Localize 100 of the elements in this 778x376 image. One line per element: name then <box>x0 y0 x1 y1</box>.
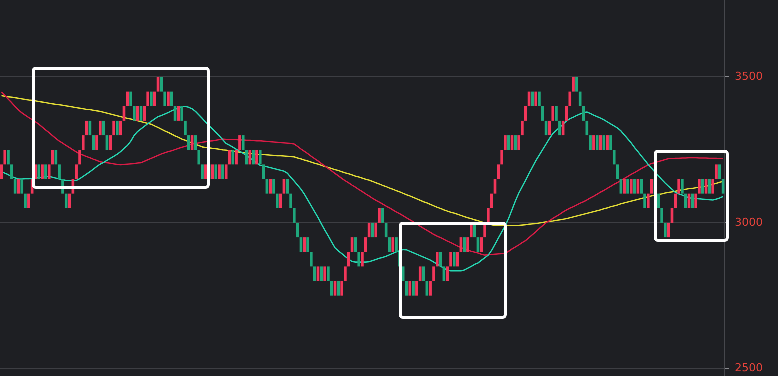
candlestick <box>164 92 166 106</box>
candlestick <box>555 106 558 121</box>
candlestick <box>340 281 344 296</box>
candlestick <box>82 136 85 150</box>
candlestick <box>589 136 592 150</box>
candlestick <box>698 179 701 194</box>
candlestick <box>201 164 204 180</box>
candlestick <box>626 179 630 194</box>
candlestick <box>647 194 650 208</box>
candlestick <box>44 164 48 180</box>
candlestick <box>701 179 704 194</box>
candlestick <box>146 92 150 106</box>
candlestick <box>347 252 350 267</box>
candlestick <box>518 136 520 150</box>
candlestick <box>678 179 680 194</box>
y-tick-label: 3000 <box>735 216 763 229</box>
candlestick <box>170 92 174 106</box>
candlestick <box>382 208 384 223</box>
candlestick <box>568 92 572 106</box>
candlestick <box>450 252 452 267</box>
candlestick <box>293 208 296 223</box>
candlestick <box>320 266 324 282</box>
candlestick <box>92 136 95 150</box>
candlestick <box>500 150 504 165</box>
candlestick <box>330 281 334 296</box>
candlestick <box>7 150 10 165</box>
candlestick <box>306 238 310 252</box>
candlestick <box>24 194 27 208</box>
candlestick <box>504 136 507 150</box>
candlestick <box>75 164 78 180</box>
candlestick <box>644 194 646 208</box>
candlestick <box>316 266 320 282</box>
candlestick <box>0 164 4 180</box>
candlestick <box>324 266 326 282</box>
candlestick <box>422 266 426 282</box>
candlestick <box>507 136 510 150</box>
candlestick <box>218 164 221 180</box>
candlestick <box>374 222 378 238</box>
candlestick <box>592 136 596 150</box>
candlestick <box>211 164 214 180</box>
candlestick <box>38 164 41 180</box>
candlestick <box>712 179 714 194</box>
candlestick <box>238 136 242 150</box>
candlestick <box>184 120 187 136</box>
candlestick <box>48 164 51 180</box>
candlestick <box>623 179 626 194</box>
candlestick <box>112 120 116 136</box>
candlestick <box>715 164 718 180</box>
candlestick <box>418 266 422 282</box>
candlestick <box>487 208 490 223</box>
candlestick <box>681 179 684 194</box>
candlestick <box>78 150 82 165</box>
candlestick <box>521 120 524 136</box>
candlestick <box>640 179 644 194</box>
candlestick <box>402 266 405 282</box>
candlestick <box>429 281 432 296</box>
candlestick <box>99 120 102 136</box>
candlestick <box>630 179 633 194</box>
candlestick <box>313 266 316 282</box>
candlestick <box>694 194 698 208</box>
candlestick <box>28 194 30 208</box>
candlestick <box>150 92 153 106</box>
candlestick <box>718 164 722 180</box>
candlestick <box>412 281 415 296</box>
candlestick <box>660 208 664 223</box>
candlestick <box>64 194 68 208</box>
candlestick <box>133 106 136 121</box>
candlestick <box>596 136 599 150</box>
candlestick <box>224 164 228 180</box>
candlestick <box>130 92 132 106</box>
candlestick <box>20 179 24 194</box>
candlestick <box>552 106 555 121</box>
candlestick <box>310 252 313 267</box>
candlestick <box>290 194 292 208</box>
candlestick <box>258 150 262 165</box>
candlestick <box>612 150 616 165</box>
candlestick <box>344 266 347 282</box>
candlestick <box>542 106 544 121</box>
candlestick <box>272 179 276 194</box>
candlestick <box>160 77 164 92</box>
candlestick <box>364 238 368 252</box>
candlestick <box>361 252 364 267</box>
candlestick <box>534 92 538 106</box>
candlestick <box>616 164 620 180</box>
candlestick <box>466 238 470 252</box>
candlestick <box>126 92 130 106</box>
candlestick <box>327 266 330 282</box>
candlestick <box>222 164 224 180</box>
candlestick <box>269 179 272 194</box>
candlestick <box>96 136 98 150</box>
candlestick <box>442 266 446 282</box>
y-tick-label: 2500 <box>735 362 763 375</box>
candlestick <box>116 120 119 136</box>
candlestick <box>378 208 381 223</box>
candlestick <box>610 136 612 150</box>
candlestick <box>262 164 266 180</box>
candlestick <box>657 194 660 208</box>
candlestick <box>436 252 439 267</box>
candlestick <box>432 266 436 282</box>
candlestick <box>10 164 14 180</box>
